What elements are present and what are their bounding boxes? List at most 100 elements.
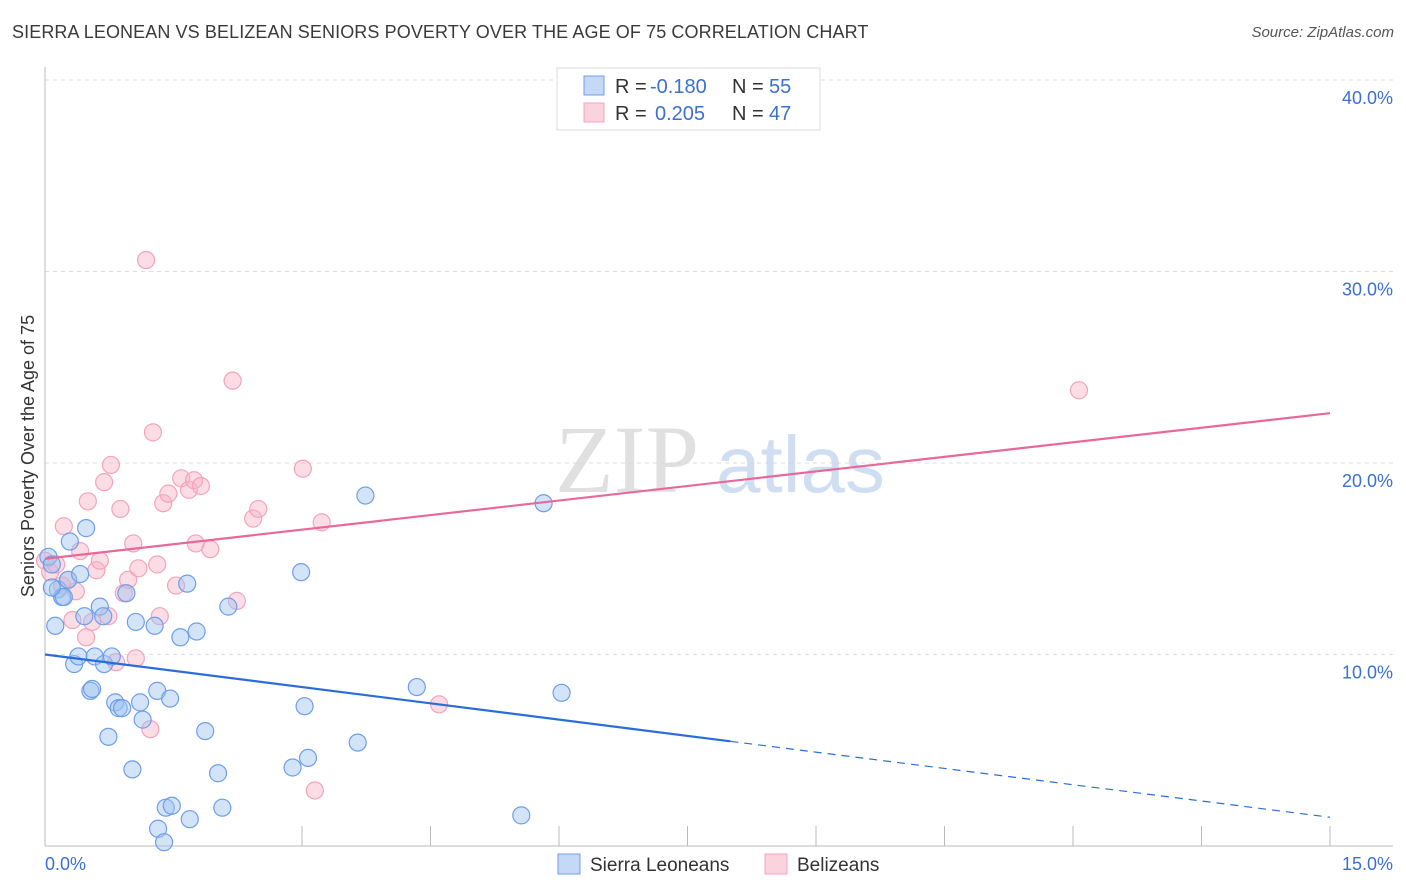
point-sierra-leonean <box>171 628 190 647</box>
point-sierra-leonean <box>130 693 150 712</box>
point-belizean <box>101 455 121 475</box>
grid <box>45 79 1393 655</box>
point-sierra-leonean <box>126 612 145 632</box>
point-sierra-leonean <box>219 597 238 616</box>
legend-r-value: -0.180 <box>650 76 707 98</box>
point-belizean <box>150 607 169 626</box>
x-tick-label-max: 15.0% <box>1342 854 1393 874</box>
point-belizean <box>154 494 173 513</box>
legend-n-value: 55 <box>769 76 791 98</box>
legend-r-label: R = <box>615 76 647 98</box>
y-tick-label: 10.0% <box>1342 663 1393 683</box>
point-sierra-leonean <box>77 519 96 538</box>
point-sierra-leonean <box>154 833 174 852</box>
point-sierra-leonean <box>180 810 199 829</box>
legend-swatch-sierra-leoneans <box>583 75 605 96</box>
y-tick-label: 40.0% <box>1342 88 1393 108</box>
legend-n-label: N = <box>732 103 764 125</box>
point-sierra-leonean <box>69 647 88 666</box>
point-sierra-leonean <box>59 570 78 589</box>
point-sierra-leonean <box>295 697 314 716</box>
legend-n-label: N = <box>732 76 764 98</box>
point-sierra-leonean <box>46 616 65 635</box>
point-sierra-leonean <box>148 819 168 838</box>
point-belizean <box>63 610 82 630</box>
point-sierra-leonean <box>71 564 90 584</box>
point-belizean <box>244 509 263 528</box>
point-belizean <box>90 551 109 570</box>
point-belizean <box>47 555 66 574</box>
point-belizean <box>129 559 148 578</box>
point-belizean <box>95 473 114 492</box>
point-belizean <box>141 720 160 739</box>
point-sierra-leonean <box>60 532 79 551</box>
point-belizean <box>159 484 178 503</box>
point-belizean <box>179 480 199 499</box>
point-sierra-leonean <box>94 607 113 626</box>
point-belizean <box>148 555 167 574</box>
point-sierra-leonean <box>83 679 102 699</box>
point-sierra-leonean <box>178 574 197 593</box>
point-sierra-leonean <box>407 677 426 697</box>
legend-r-value: 0.205 <box>655 103 705 125</box>
points <box>35 250 1089 852</box>
bottom-legend: Sierra Leoneans Belizeans <box>557 853 879 876</box>
point-sierra-leonean <box>196 721 215 741</box>
point-sierra-leonean <box>102 647 121 666</box>
trend-lines <box>44 412 1331 818</box>
point-belizean <box>143 423 163 442</box>
point-belizean <box>118 570 138 589</box>
point-belizean <box>293 459 312 478</box>
point-sierra-leonean <box>117 584 136 603</box>
point-sierra-leonean <box>187 622 206 641</box>
legend-swatch-belizeans <box>583 102 605 123</box>
point-belizean <box>136 250 156 270</box>
point-sierra-leonean <box>54 587 73 607</box>
point-belizean <box>249 499 268 519</box>
point-sierra-leonean <box>75 607 94 626</box>
point-sierra-leonean <box>298 748 318 768</box>
point-sierra-leonean <box>160 689 180 708</box>
chart-title: SIERRA LEONEAN VS BELIZEAN SENIORS POVER… <box>12 22 869 42</box>
bottom-legend-swatch-sierra-leoneans <box>557 853 581 875</box>
point-sierra-leonean <box>512 806 531 825</box>
bottom-legend-swatch-belizeans <box>764 853 788 875</box>
point-sierra-leonean <box>292 563 311 582</box>
axes <box>44 67 1393 847</box>
point-sierra-leonean <box>133 710 152 729</box>
trend-line-sierra-leoneans <box>44 653 731 743</box>
point-sierra-leonean <box>99 727 118 746</box>
point-belizean <box>305 781 324 800</box>
point-sierra-leonean <box>208 764 228 783</box>
svg-text:atlas: atlas <box>716 420 885 509</box>
point-sierra-leonean <box>283 758 302 777</box>
legend-n-value: 47 <box>769 103 791 125</box>
point-sierra-leonean <box>123 760 142 779</box>
bottom-legend-label-sierra-leoneans: Sierra Leoneans <box>590 855 729 876</box>
point-sierra-leonean <box>552 683 571 702</box>
point-sierra-leonean <box>348 733 367 752</box>
bottom-legend-label-belizeans: Belizeans <box>797 855 879 876</box>
legend: R = -0.180 N = 55 R = 0.205 N = 47 <box>556 67 821 131</box>
point-belizean <box>77 628 96 647</box>
point-sierra-leonean <box>90 597 109 616</box>
point-belizean <box>201 540 220 559</box>
point-belizean <box>166 576 186 595</box>
trend-line-sierra-leoneans-dashed <box>730 740 1331 818</box>
point-sierra-leonean <box>162 796 181 815</box>
y-tick-label: 20.0% <box>1342 471 1393 491</box>
tick-labels: 0.0% 15.0% 10.0% 20.0% 30.0% 40.0% <box>45 88 1393 874</box>
point-belizean <box>54 517 73 536</box>
point-sierra-leonean <box>42 578 61 597</box>
watermark: ZIP atlas <box>555 406 885 513</box>
point-belizean <box>111 499 130 519</box>
legend-r-label: R = <box>615 103 647 125</box>
point-belizean <box>223 371 242 390</box>
point-belizean <box>191 476 211 496</box>
point-sierra-leonean <box>213 798 232 817</box>
point-sierra-leonean <box>145 616 164 635</box>
y-axis-label: Seniors Poverty Over the Age of 75 <box>18 315 38 597</box>
point-belizean <box>78 492 97 511</box>
point-sierra-leonean <box>42 555 61 574</box>
